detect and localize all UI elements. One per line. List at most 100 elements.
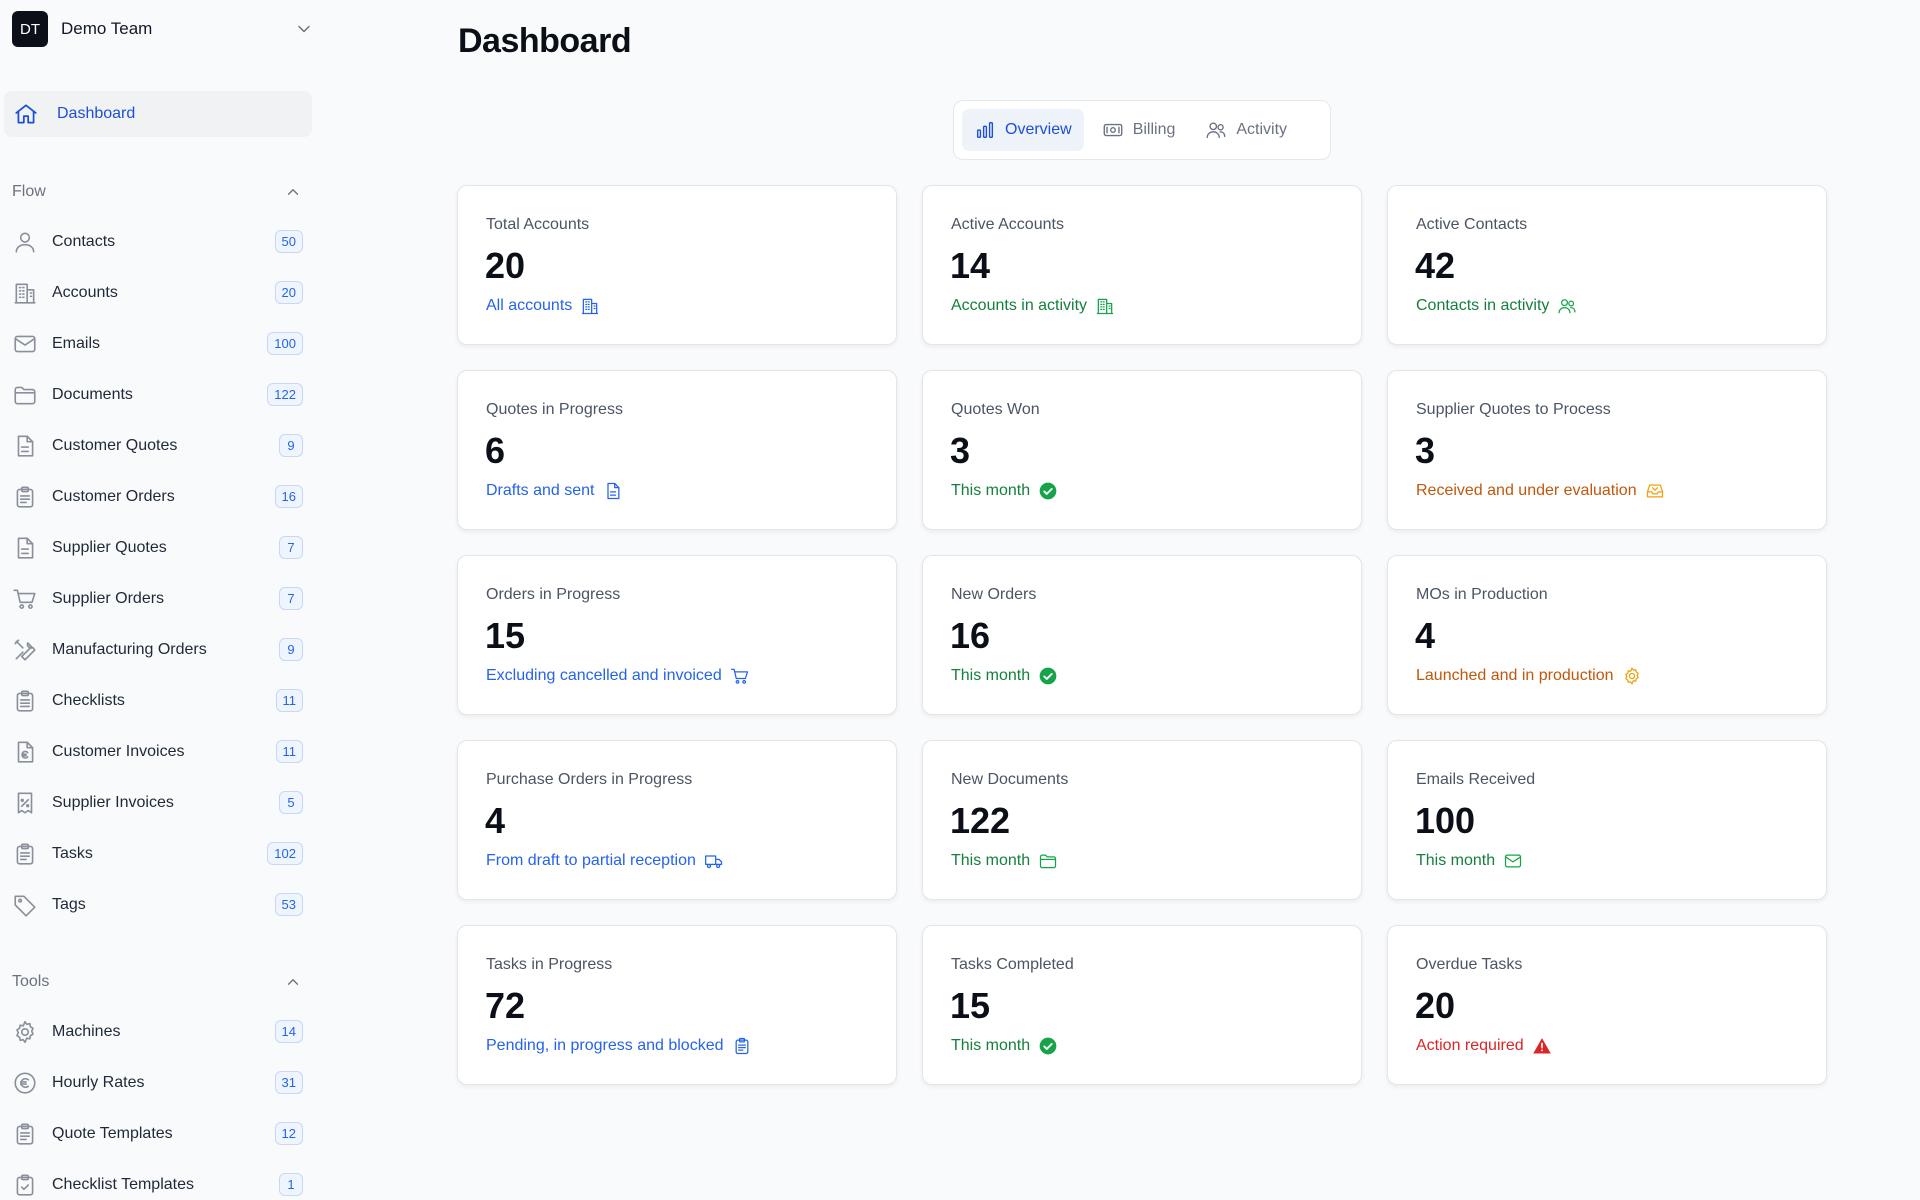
stat-label: Active Accounts <box>951 216 1064 233</box>
stat-value: 3 <box>950 430 971 471</box>
count-badge: 16 <box>274 485 303 508</box>
stat-subtitle: Received and under evaluation <box>1416 481 1665 501</box>
clipboard-icon <box>12 1121 38 1147</box>
sidebar-item-customer-orders[interactable]: Customer Orders 16 <box>0 471 320 522</box>
count-badge: 53 <box>274 893 303 916</box>
sidebar-item-accounts[interactable]: Accounts 20 <box>0 267 320 318</box>
section-toggle-flow[interactable]: Flow <box>12 180 302 204</box>
stat-card-purchase-orders-in-progress[interactable]: Purchase Orders in Progress 4 From draft t… <box>457 740 897 900</box>
gear-icon <box>12 1019 38 1045</box>
tab-label: Overview <box>1005 121 1072 138</box>
stat-card-active-accounts[interactable]: Active Accounts 14 Accounts in activity <box>922 185 1362 345</box>
team-switcher[interactable]: DT Demo Team <box>12 10 320 48</box>
sidebar-item-checklist-templates[interactable]: Checklist Templates 1 <box>0 1159 320 1200</box>
sidebar-item-label: Checklist Templates <box>52 1175 194 1193</box>
count-badge: 14 <box>274 1020 303 1043</box>
users-icon <box>1557 296 1577 316</box>
sidebar-item-quote-templates[interactable]: Quote Templates 12 <box>0 1108 320 1159</box>
sidebar-item-supplier-orders[interactable]: Supplier Orders 7 <box>0 573 320 624</box>
tab-overview[interactable]: Overview <box>962 109 1084 151</box>
sidebar-item-checklists[interactable]: Checklists 11 <box>0 675 320 726</box>
sidebar-item-label: Customer Orders <box>52 487 175 505</box>
wrench-screwdriver-icon <box>12 637 38 663</box>
tab-label: Billing <box>1132 121 1176 138</box>
sidebar-item-tasks[interactable]: Tasks 102 <box>0 828 320 879</box>
stat-subtitle-text: All accounts <box>486 297 573 314</box>
stat-card-active-contacts[interactable]: Active Contacts 42 Contacts in activity <box>1387 185 1827 345</box>
sidebar-item-label: Dashboard <box>57 105 136 122</box>
bar-chart-icon <box>974 119 996 141</box>
count-badge: 102 <box>267 842 303 865</box>
sidebar-item-supplier-quotes[interactable]: Supplier Quotes 7 <box>0 522 320 573</box>
stat-value: 15 <box>950 985 991 1026</box>
stat-value: 14 <box>950 245 991 286</box>
stat-value: 42 <box>1415 245 1456 286</box>
stat-subtitle-text: Excluding cancelled and invoiced <box>486 667 722 684</box>
count-badge: 12 <box>274 1122 303 1145</box>
chevron-up-icon <box>284 183 302 201</box>
mail-icon <box>1503 851 1523 871</box>
stat-value: 20 <box>1415 985 1456 1026</box>
stat-card-new-orders[interactable]: New Orders 16 This month <box>922 555 1362 715</box>
stat-card-tasks-completed[interactable]: Tasks Completed 15 This month <box>922 925 1362 1085</box>
stat-card-new-documents[interactable]: New Documents 122 This month <box>922 740 1362 900</box>
sidebar-item-contacts[interactable]: Contacts 50 <box>0 216 320 267</box>
stat-subtitle: This month <box>951 851 1058 871</box>
sidebar-item-label: Tags <box>52 895 86 913</box>
sidebar-item-label: Tasks <box>52 844 93 862</box>
stat-card-tasks-in-progress[interactable]: Tasks in Progress 72 Pending, in progress … <box>457 925 897 1085</box>
stat-value: 16 <box>950 615 991 656</box>
sidebar-item-customer-quotes[interactable]: Customer Quotes 9 <box>0 420 320 471</box>
sidebar-item-manufacturing-orders[interactable]: Manufacturing Orders 9 <box>0 624 320 675</box>
stat-subtitle-text: This month <box>951 482 1031 499</box>
sidebar-item-hourly-rates[interactable]: Hourly Rates 31 <box>0 1057 320 1108</box>
stat-subtitle-text: Accounts in activity <box>951 297 1088 314</box>
stat-card-supplier-quotes-to-process[interactable]: Supplier Quotes to Process 3 Received and … <box>1387 370 1827 530</box>
stat-subtitle-text: This month <box>1416 852 1496 869</box>
receipt-percent-icon <box>12 790 38 816</box>
sidebar-item-label: Supplier Quotes <box>52 538 167 556</box>
stat-card-total-accounts[interactable]: Total Accounts 20 All accounts <box>457 185 897 345</box>
section-title-tools: Tools <box>12 973 50 990</box>
stat-subtitle: This month <box>951 666 1058 686</box>
clipboard-check-icon <box>12 1172 38 1198</box>
stat-card-overdue-tasks[interactable]: Overdue Tasks 20 Action required <box>1387 925 1827 1085</box>
stat-subtitle-text: Pending, in progress and blocked <box>486 1037 724 1054</box>
sidebar-item-emails[interactable]: Emails 100 <box>0 318 320 369</box>
stat-card-quotes-in-progress[interactable]: Quotes in Progress 6 Drafts and sent <box>457 370 897 530</box>
folder-icon <box>1038 851 1058 871</box>
stat-subtitle: From draft to partial reception <box>486 851 724 871</box>
stat-label: New Orders <box>951 586 1037 603</box>
stat-card-quotes-won[interactable]: Quotes Won 3 This month <box>922 370 1362 530</box>
users-icon <box>1205 119 1227 141</box>
folder-icon <box>12 382 38 408</box>
tab-activity[interactable]: Activity <box>1193 109 1299 151</box>
sidebar-item-machines[interactable]: Machines 14 <box>0 1006 320 1057</box>
stat-card-emails-received[interactable]: Emails Received 100 This month <box>1387 740 1827 900</box>
stat-label: Quotes Won <box>951 401 1040 418</box>
clipboard-icon <box>12 484 38 510</box>
section-toggle-tools[interactable]: Tools <box>12 970 302 994</box>
stat-label: Quotes in Progress <box>486 401 623 418</box>
tab-billing[interactable]: Billing <box>1090 109 1188 151</box>
sidebar-item-documents[interactable]: Documents 122 <box>0 369 320 420</box>
sidebar-item-label: Contacts <box>52 232 116 250</box>
stat-card-orders-in-progress[interactable]: Orders in Progress 15 Excluding cancelled … <box>457 555 897 715</box>
sidebar-item-label: Supplier Invoices <box>52 793 174 811</box>
sidebar-item-tags[interactable]: Tags 53 <box>0 879 320 930</box>
stat-subtitle-text: Action required <box>1416 1037 1524 1054</box>
count-badge: 9 <box>279 638 303 661</box>
sidebar-item-label: Customer Invoices <box>52 742 185 760</box>
sidebar-item-label: Machines <box>52 1022 121 1040</box>
stat-card-mos-in-production[interactable]: MOs in Production 4 Launched and in produc… <box>1387 555 1827 715</box>
chevron-down-icon <box>294 19 314 39</box>
document-icon <box>12 433 38 459</box>
sidebar-item-dashboard[interactable]: Dashboard <box>4 91 312 137</box>
sidebar-item-supplier-invoices[interactable]: Supplier Invoices 5 <box>0 777 320 828</box>
sidebar-item-label: Supplier Orders <box>52 589 165 607</box>
building-icon <box>12 280 38 306</box>
stat-value: 122 <box>950 800 1011 841</box>
stat-label: Tasks Completed <box>951 956 1074 973</box>
gear-icon <box>1622 666 1642 686</box>
sidebar-item-customer-invoices[interactable]: Customer Invoices 11 <box>0 726 320 777</box>
